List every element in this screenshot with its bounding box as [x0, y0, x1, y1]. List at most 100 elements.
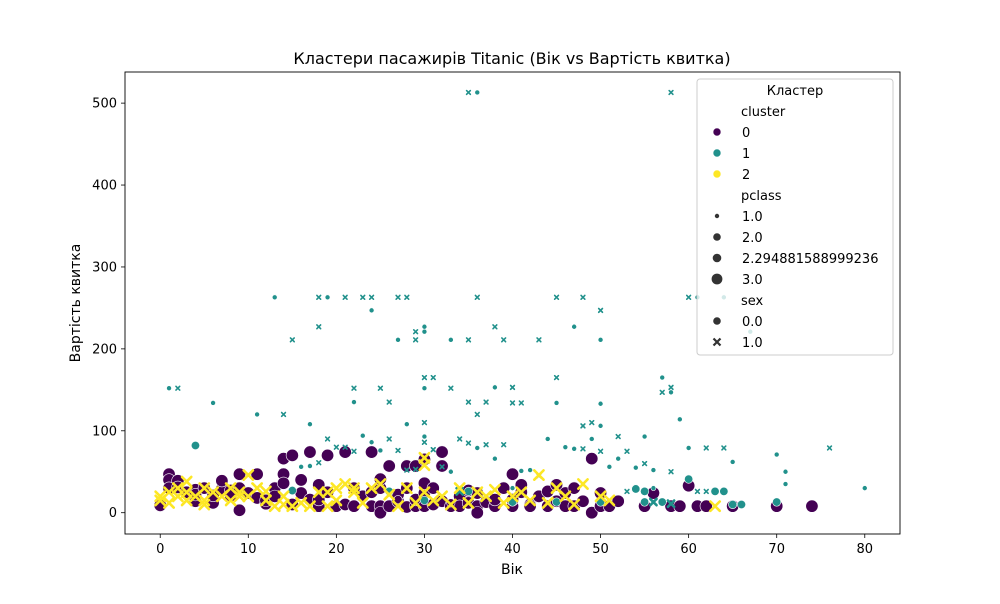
data-point-cluster-1 [597, 337, 604, 343]
data-point-cluster-1 [421, 374, 428, 381]
data-point-cluster-1 [641, 460, 648, 467]
x-tick-label: 80 [856, 542, 873, 557]
legend-marker-sex-0 [713, 317, 721, 325]
data-point-cluster-1 [597, 400, 604, 407]
data-point-cluster-1 [359, 432, 366, 439]
data-point-cluster-1 [685, 445, 692, 451]
data-point-cluster-1 [640, 497, 650, 507]
data-point-cluster-2 [506, 490, 519, 503]
data-point-cluster-1 [782, 468, 789, 475]
data-point-cluster-1 [552, 497, 562, 507]
data-point-cluster-1 [342, 444, 348, 450]
data-point-cluster-1 [483, 442, 489, 448]
data-point-cluster-1 [492, 324, 498, 330]
data-point-cluster-1 [606, 464, 613, 470]
data-point-cluster-2 [233, 486, 246, 499]
data-point-cluster-1 [419, 495, 429, 505]
data-point-cluster-2 [330, 482, 343, 495]
data-point-cluster-1 [368, 294, 375, 300]
data-point-cluster-1 [668, 469, 674, 475]
legend-label-sex-0: 0.0 [742, 315, 763, 330]
data-point-cluster-0 [505, 467, 519, 481]
data-point-cluster-1 [412, 337, 419, 343]
data-point-cluster-2 [568, 498, 581, 511]
data-point-cluster-1 [404, 421, 410, 428]
data-point-cluster-1 [210, 400, 216, 406]
legend-marker-cluster-0 [712, 127, 722, 137]
data-point-cluster-1 [280, 411, 287, 418]
data-point-cluster-2 [163, 496, 175, 509]
data-point-cluster-2 [198, 482, 211, 495]
data-point-cluster-1 [465, 337, 472, 343]
data-point-cluster-1 [324, 436, 331, 442]
data-point-cluster-0 [277, 476, 291, 490]
data-point-cluster-2 [286, 500, 299, 513]
data-point-cluster-1 [659, 389, 665, 395]
data-point-cluster-1 [456, 436, 463, 442]
data-point-cluster-1 [650, 467, 657, 473]
data-point-cluster-1 [421, 439, 428, 445]
data-point-cluster-1 [729, 459, 736, 465]
y-axis-label: Вартість квитка [68, 244, 84, 363]
data-point-cluster-1 [518, 468, 525, 474]
legend-label-pclass-1: 1.0 [742, 210, 763, 225]
data-point-cluster-1 [588, 436, 595, 442]
data-point-cluster-1 [580, 446, 586, 452]
data-point-cluster-1 [351, 385, 357, 391]
data-point-cluster-1 [527, 467, 533, 473]
data-point-cluster-1 [360, 294, 366, 300]
legend-label-pclass-3: 3.0 [742, 273, 763, 288]
data-point-cluster-1 [474, 411, 480, 418]
data-point-cluster-0 [382, 459, 396, 473]
data-point-cluster-1 [703, 488, 709, 495]
data-point-cluster-1 [640, 486, 650, 496]
data-point-cluster-0 [321, 448, 335, 462]
legend-label-pclass-2: 2.0 [742, 231, 763, 246]
data-point-cluster-0 [232, 503, 246, 517]
data-point-cluster-2 [365, 482, 378, 495]
data-point-cluster-2 [171, 482, 184, 495]
data-point-cluster-1 [351, 399, 357, 405]
data-point-cluster-2 [603, 494, 616, 507]
data-point-cluster-1 [492, 384, 498, 391]
data-point-cluster-2 [462, 496, 475, 509]
data-point-cluster-1 [589, 419, 595, 426]
data-point-cluster-1 [509, 384, 516, 391]
data-point-cluster-1 [351, 448, 357, 454]
x-tick-label: 40 [504, 542, 521, 557]
data-point-cluster-2 [444, 498, 457, 511]
data-point-cluster-2 [348, 482, 360, 495]
legend-label-cluster-0: 0 [742, 126, 750, 141]
data-point-cluster-2 [330, 494, 343, 507]
data-point-cluster-1 [650, 485, 657, 491]
legend-hue-title: cluster [741, 105, 786, 120]
data-point-cluster-0 [338, 445, 352, 459]
data-point-cluster-0 [373, 506, 387, 520]
data-point-cluster-1 [307, 421, 313, 428]
data-point-cluster-1 [580, 423, 586, 429]
data-point-cluster-1 [287, 486, 297, 496]
data-point-cluster-2 [383, 488, 396, 501]
data-point-cluster-0 [805, 499, 819, 513]
data-point-cluster-1 [703, 445, 709, 451]
x-tick-label: 70 [768, 542, 785, 557]
data-point-cluster-2 [180, 486, 193, 499]
data-point-cluster-1 [368, 439, 375, 446]
legend-box [696, 78, 894, 356]
data-point-cluster-0 [435, 445, 449, 459]
data-point-cluster-1 [395, 337, 401, 343]
data-point-cluster-2 [374, 478, 387, 490]
data-point-cluster-0 [550, 478, 564, 492]
data-point-cluster-2 [709, 500, 722, 513]
legend-marker-pclass-mid [712, 253, 722, 263]
data-point-cluster-2 [259, 494, 272, 507]
data-point-cluster-1 [448, 385, 454, 391]
data-point-cluster-1 [659, 374, 666, 381]
data-point-cluster-1 [553, 374, 560, 381]
data-point-cluster-1 [719, 486, 729, 496]
data-point-cluster-0 [365, 445, 379, 459]
data-point-cluster-1 [509, 485, 516, 491]
x-tick-label: 20 [328, 542, 345, 557]
